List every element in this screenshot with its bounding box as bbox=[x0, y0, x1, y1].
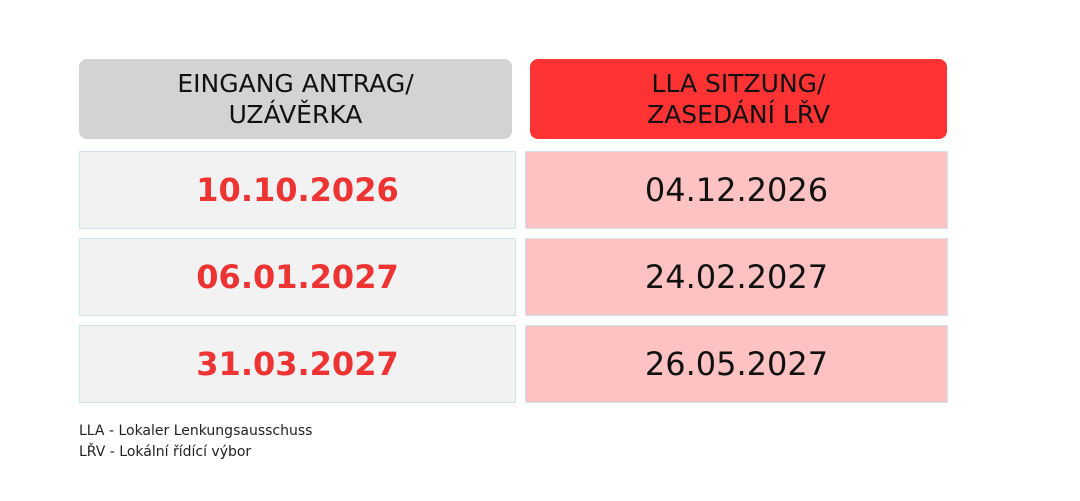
note: LŘV - Lokální řídící výbor bbox=[79, 444, 252, 460]
date-cell: 26.05.2027 bbox=[525, 325, 948, 403]
date-cell: 10.10.2026 bbox=[79, 151, 516, 229]
date-cell: 24.02.2027 bbox=[525, 238, 948, 316]
date-cell: 31.03.2027 bbox=[79, 325, 516, 403]
note: LLA - Lokaler Lenkungsausschuss bbox=[79, 423, 313, 439]
header: EINGANG ANTRAG/ UZÁVĚRKA bbox=[79, 59, 512, 139]
header: LLA SITZUNG/ ZASEDÁNÍ LŘV bbox=[530, 59, 947, 139]
date-cell: 04.12.2026 bbox=[525, 151, 948, 229]
date-cell: 06.01.2027 bbox=[79, 238, 516, 316]
